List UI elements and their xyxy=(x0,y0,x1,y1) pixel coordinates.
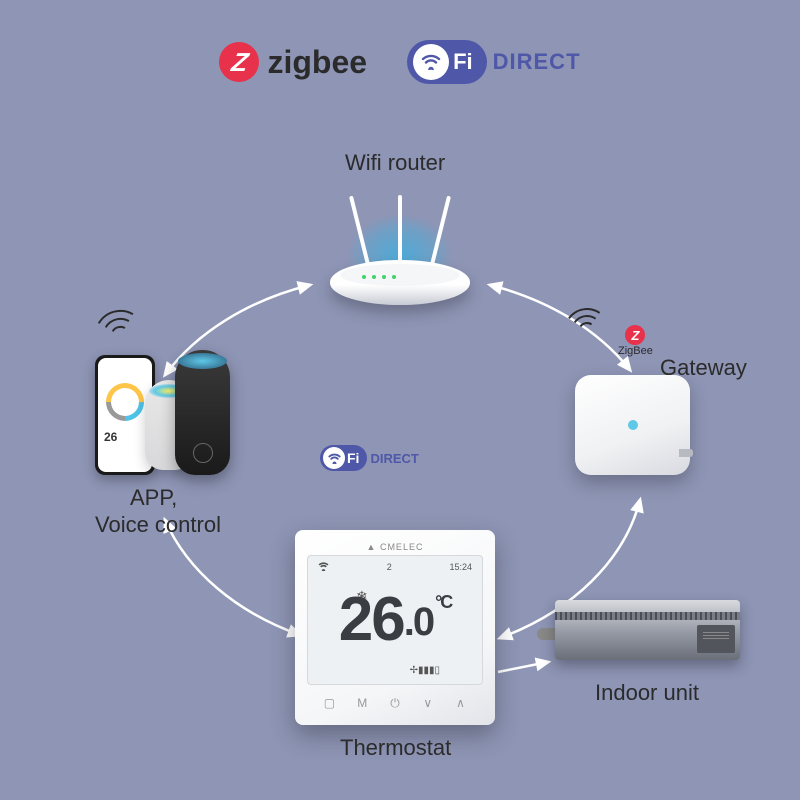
temp-unit: °C xyxy=(435,592,451,613)
zigbee-small-text: ZigBee xyxy=(618,345,653,357)
indoor-unit-icon xyxy=(555,600,740,675)
wifi-signal-icon xyxy=(413,44,449,80)
wifi-bubble-small: Fi xyxy=(320,445,367,471)
zigbee-logo: zigbee xyxy=(219,42,367,82)
direct-text-small: DIRECT xyxy=(370,451,418,466)
phone-temp: 26 xyxy=(104,430,117,444)
thermo-fan-icon: ✢▮▮▮▯ xyxy=(410,665,440,676)
header-logos: zigbee Fi DIRECT xyxy=(0,40,800,84)
wifi-direct-logo: Fi DIRECT xyxy=(407,40,580,84)
thermostat-buttons: ▢ M ⏻ ∨ ∧ xyxy=(307,695,483,711)
wifi-direct-center-badge: Fi DIRECT xyxy=(320,445,419,471)
gateway-hub-icon xyxy=(575,375,690,475)
thermostat-temperature: 26.0°C xyxy=(308,584,482,655)
thermostat-device-icon: ▲ CMELEC 2 15:24 ❄ 26.0°C ✢▮▮▮▯ ▢ M ⏻ ∨ … xyxy=(295,530,495,725)
direct-text: DIRECT xyxy=(493,49,581,75)
thermo-btn-3: ∨ xyxy=(417,695,439,711)
thermo-room: 2 xyxy=(387,562,392,573)
zigbee-small-icon: Z xyxy=(625,325,645,345)
router-label: Wifi router xyxy=(345,150,445,176)
thermo-wifi-icon xyxy=(318,562,329,573)
zigbee-small-badge: Z ZigBee xyxy=(618,325,653,357)
indoor-unit-label: Indoor unit xyxy=(595,680,699,706)
wifi-signal-icon-small xyxy=(323,447,345,469)
zigbee-icon xyxy=(219,42,259,82)
thermo-btn-4: ∧ xyxy=(450,695,472,711)
wifi-fi-text: Fi xyxy=(453,49,473,75)
app-label: APP, xyxy=(130,485,177,511)
thermo-btn-1: M xyxy=(351,695,373,711)
thermostat-screen: 2 15:24 ❄ 26.0°C ✢▮▮▮▯ xyxy=(307,555,483,685)
thermo-time: 15:24 xyxy=(449,562,472,573)
thermo-btn-0: ▢ xyxy=(318,695,340,711)
wifi-fi-small: Fi xyxy=(347,450,359,466)
voice-label: Voice control xyxy=(95,512,221,538)
thermostat-label: Thermostat xyxy=(340,735,451,761)
smart-speaker-dark-icon xyxy=(175,350,230,475)
thermo-btn-2: ⏻ xyxy=(384,695,406,711)
thermostat-brand: ▲ CMELEC xyxy=(307,542,483,552)
zigbee-text: zigbee xyxy=(267,44,367,81)
wifi-router-icon xyxy=(310,210,490,310)
temp-dec: .0 xyxy=(404,600,433,645)
temp-int: 26 xyxy=(339,584,404,655)
wifi-bubble: Fi xyxy=(407,40,487,84)
